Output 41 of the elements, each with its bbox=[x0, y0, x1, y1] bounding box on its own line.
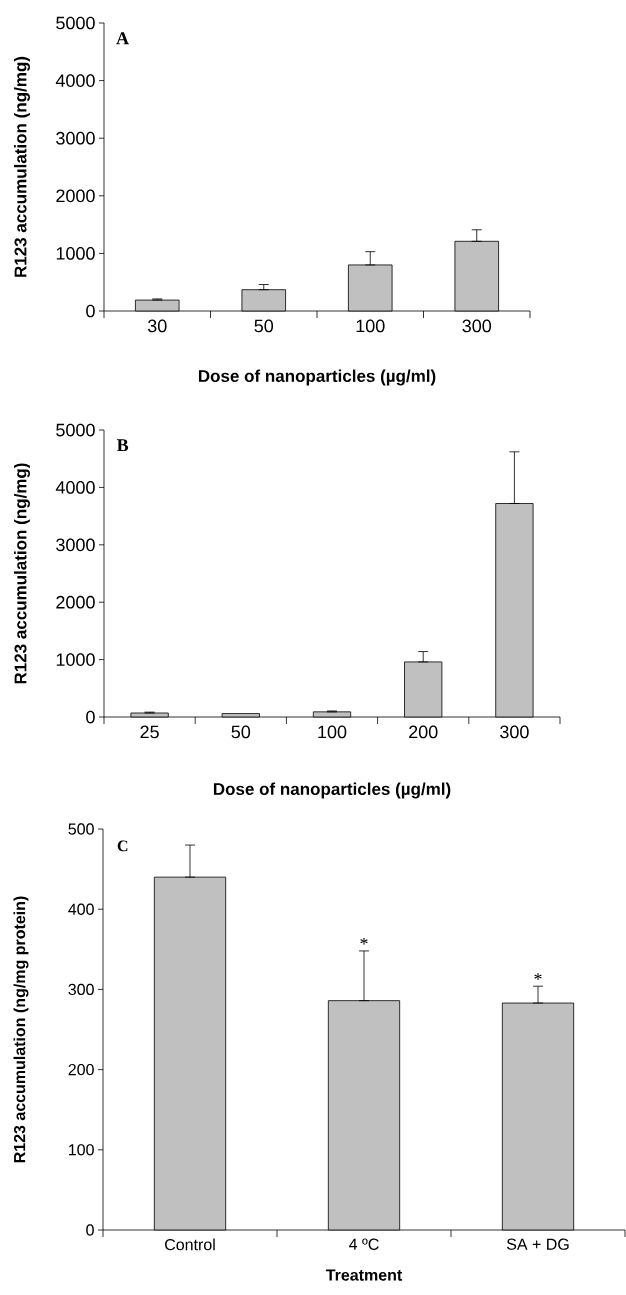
annotation: * bbox=[534, 973, 542, 980]
y-tick-label: 4000 bbox=[55, 481, 95, 494]
annotation: A bbox=[116, 32, 129, 45]
x-tick-label: 100 bbox=[356, 319, 385, 333]
x-tick-label: 50 bbox=[254, 319, 274, 333]
y-tick-label: 1000 bbox=[56, 653, 95, 666]
y-tick-label: 0 bbox=[86, 1224, 94, 1236]
x-axis-title: Dose of nanoparticles (µg/ml) bbox=[198, 369, 436, 386]
y-tick-label: 0 bbox=[86, 710, 95, 724]
y-tick-label: 2000 bbox=[56, 595, 95, 609]
x-tick-label: 4 ºC bbox=[349, 1238, 379, 1250]
y-tick-label: 3000 bbox=[56, 131, 95, 145]
y-tick-label: 500 bbox=[68, 823, 94, 835]
y-tick-label: 5000 bbox=[56, 423, 95, 437]
x-tick-label: 25 bbox=[140, 725, 159, 739]
y-tick-label: 1000 bbox=[56, 247, 95, 260]
y-tick-label: 2000 bbox=[56, 189, 95, 203]
x-tick-label: 300 bbox=[462, 319, 492, 333]
annotation: C bbox=[117, 840, 128, 852]
y-tick-label: 300 bbox=[68, 983, 94, 996]
y-tick-label: 100 bbox=[69, 1144, 94, 1156]
y-tick-label: 400 bbox=[68, 903, 94, 915]
x-tick-label: 100 bbox=[318, 725, 347, 739]
x-tick-label: Control bbox=[165, 1238, 215, 1251]
annotation: B bbox=[116, 439, 129, 452]
x-tick-label: 30 bbox=[147, 319, 167, 333]
y-tick-label: 5000 bbox=[56, 16, 95, 30]
x-axis-title: Dose of nanoparticles (µg/ml) bbox=[213, 782, 451, 799]
x-tick-label: 50 bbox=[231, 725, 251, 739]
x-tick-label: 200 bbox=[409, 725, 438, 739]
y-tick-label: 3000 bbox=[56, 538, 95, 552]
x-tick-label: 300 bbox=[500, 725, 529, 739]
y-tick-label: 4000 bbox=[55, 74, 95, 87]
y-axis-title: R123 accumulation (ng/mg) bbox=[14, 463, 30, 684]
x-tick-label: SA + DG bbox=[506, 1238, 569, 1250]
y-axis-title: R123 accumulation (ng/mg) bbox=[14, 56, 30, 277]
y-tick-label: 0 bbox=[86, 304, 95, 318]
y-tick-label: 200 bbox=[68, 1063, 94, 1076]
y-axis-title: R123 accumulation (ng/mg protein) bbox=[13, 896, 29, 1163]
annotation: * bbox=[360, 937, 368, 945]
x-axis-title: Treatment bbox=[325, 1269, 403, 1281]
